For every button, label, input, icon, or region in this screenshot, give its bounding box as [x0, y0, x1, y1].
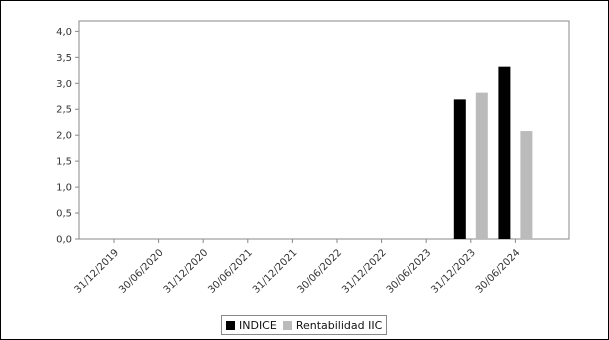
legend-item-rentabilidad: Rentabilidad IIC — [282, 318, 383, 332]
legend-swatch-indice — [226, 320, 235, 330]
x-tick-label: 31/12/2023 — [429, 247, 478, 296]
bar-indice-30-06-2024 — [498, 66, 511, 239]
legend: INDICE Rentabilidad IIC — [221, 315, 388, 335]
plot-area — [78, 20, 570, 240]
y-tick-label: 2,5 — [56, 105, 72, 116]
x-tick-label: 31/12/2022 — [340, 247, 389, 296]
bar-rentabilidad-iic-31-12-2023 — [475, 92, 488, 239]
x-tick-label: 30/06/2022 — [296, 247, 345, 296]
x-axis: 31/12/201930/06/202031/12/202030/06/2021… — [73, 239, 523, 296]
legend-label-rentabilidad: Rentabilidad IIC — [295, 318, 383, 332]
y-axis: 0,0 0,5 1,0 1,5 2,0 2,5 3,0 3,5 4,0 — [56, 27, 79, 246]
x-tick-label: 30/06/2021 — [206, 247, 255, 296]
legend-label-indice: INDICE — [239, 318, 277, 332]
y-tick-label: 3,0 — [56, 79, 72, 90]
bar-indice-31-12-2023 — [453, 99, 466, 239]
x-tick-label: 30/06/2024 — [474, 247, 523, 296]
y-tick-label: 4,0 — [56, 27, 72, 38]
y-tick-label: 2,0 — [56, 131, 72, 142]
x-tick-label: 31/12/2019 — [73, 247, 122, 296]
x-tick-label: 30/06/2023 — [385, 247, 434, 296]
y-tick-label: 1,5 — [56, 157, 72, 168]
legend-swatch-rentabilidad — [282, 320, 292, 330]
y-tick-label: 0,0 — [56, 235, 72, 246]
x-tick-label: 31/12/2020 — [162, 247, 211, 296]
y-tick-label: 3,5 — [56, 53, 72, 64]
bar-rentabilidad-iic-30-06-2024 — [520, 131, 533, 239]
y-tick-label: 1,0 — [56, 183, 72, 194]
y-tick-label: 0,5 — [56, 209, 72, 220]
bars-group — [453, 66, 533, 239]
x-tick-label: 31/12/2021 — [251, 247, 300, 296]
x-tick-label: 30/06/2020 — [117, 247, 166, 296]
legend-item-indice: INDICE — [226, 319, 277, 332]
